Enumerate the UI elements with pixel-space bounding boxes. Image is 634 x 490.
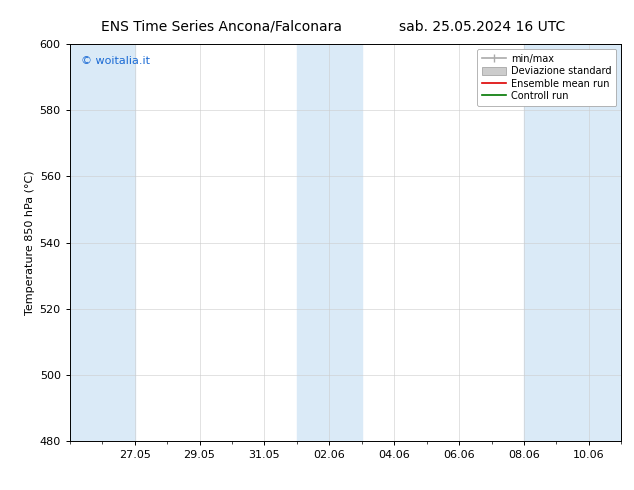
- Text: ENS Time Series Ancona/Falconara: ENS Time Series Ancona/Falconara: [101, 20, 342, 34]
- Bar: [297, 44, 362, 441]
- Bar: [70, 44, 134, 441]
- Bar: [524, 44, 621, 441]
- Text: © woitalia.it: © woitalia.it: [81, 56, 150, 66]
- Legend: min/max, Deviazione standard, Ensemble mean run, Controll run: min/max, Deviazione standard, Ensemble m…: [477, 49, 616, 106]
- Y-axis label: Temperature 850 hPa (°C): Temperature 850 hPa (°C): [25, 170, 36, 315]
- Text: sab. 25.05.2024 16 UTC: sab. 25.05.2024 16 UTC: [399, 20, 565, 34]
